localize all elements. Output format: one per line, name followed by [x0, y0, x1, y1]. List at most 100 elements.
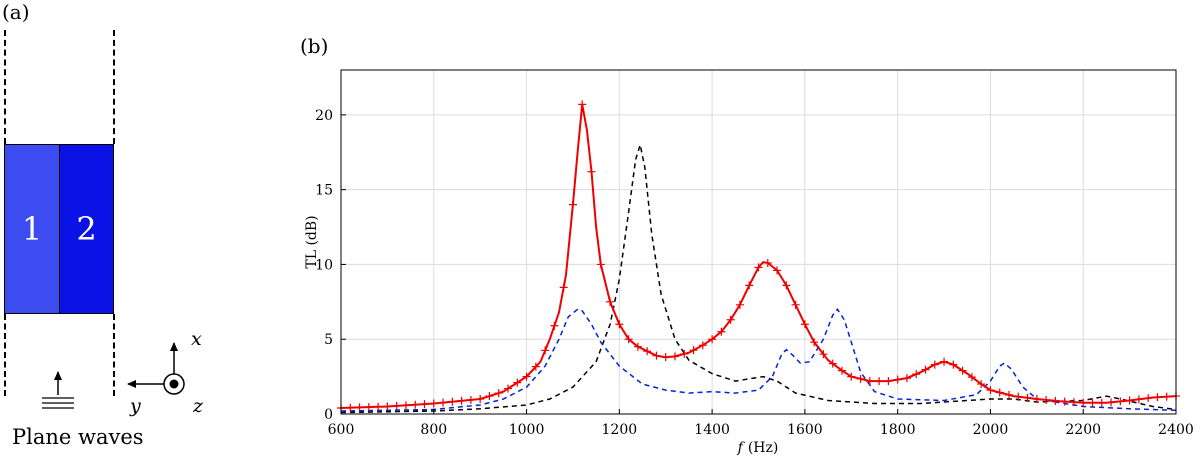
x-axis-title: f (Hz)	[737, 440, 779, 456]
plus-marker	[587, 167, 596, 176]
plus-marker	[680, 349, 689, 358]
x-tick-label: 1600	[787, 422, 823, 438]
plus-marker	[819, 350, 828, 359]
plus-marker	[726, 315, 735, 324]
panel-a-label: (a)	[2, 0, 30, 24]
plus-marker	[977, 380, 986, 389]
x-tick-label: 2400	[1158, 422, 1194, 438]
series-line-1	[340, 308, 1177, 412]
plus-marker	[513, 378, 522, 387]
plus-marker	[633, 342, 642, 351]
chart-ticks: 600 800 1000 1200 1400 1600 1800 2000 2200 2400 0 5…	[315, 108, 1194, 438]
plus-marker	[875, 377, 884, 386]
plus-marker	[1097, 398, 1106, 407]
plus-marker	[568, 200, 577, 209]
plus-marker	[949, 360, 958, 369]
plus-marker	[615, 320, 624, 329]
plus-marker	[838, 366, 846, 375]
plus-marker	[346, 403, 355, 412]
plus-marker	[791, 300, 800, 309]
plus-marker	[912, 370, 921, 379]
plus-marker	[420, 400, 429, 409]
coordinate-axes-icon	[127, 342, 185, 395]
plus-marker	[773, 266, 782, 275]
plus-marker	[485, 392, 494, 401]
plus-marker	[1134, 395, 1143, 404]
series-markers-0	[337, 100, 1180, 413]
plus-marker	[800, 320, 809, 329]
y-tick-label: 10	[315, 257, 333, 273]
plus-marker	[429, 399, 438, 408]
x-tick-label: 1800	[880, 422, 916, 438]
chart-grid	[341, 70, 1176, 414]
plus-marker	[596, 260, 605, 269]
plus-marker	[531, 362, 540, 371]
plus-marker	[624, 335, 633, 344]
plus-marker	[439, 398, 448, 407]
layer-1-label: 1	[21, 210, 43, 248]
x-tick-label: 600	[328, 422, 355, 438]
layer-2: 2	[59, 144, 114, 314]
plus-marker	[383, 402, 392, 411]
plus-marker	[541, 346, 550, 355]
plus-marker	[476, 395, 485, 404]
plus-marker	[355, 403, 364, 412]
plus-marker	[466, 395, 475, 404]
x-axis-title-unit: (Hz)	[748, 440, 779, 456]
plus-marker	[1051, 396, 1060, 405]
plus-marker	[1116, 397, 1125, 406]
plus-marker	[1023, 393, 1032, 402]
plus-marker	[1014, 392, 1023, 401]
plus-marker	[671, 352, 679, 361]
plus-marker	[708, 335, 717, 344]
x-axis-title-var: f	[737, 440, 746, 456]
plus-marker	[902, 374, 911, 383]
plus-marker	[559, 283, 568, 292]
series-line-0	[340, 104, 1177, 409]
x-tick-label: 2200	[1065, 422, 1101, 438]
plus-marker	[1060, 397, 1069, 406]
plus-marker	[522, 372, 531, 381]
plus-marker	[550, 321, 559, 330]
x-axis-label: x	[191, 328, 202, 350]
plus-marker	[810, 338, 819, 347]
plus-marker	[717, 327, 726, 336]
plus-marker	[652, 351, 661, 360]
plus-marker	[374, 402, 383, 411]
plus-marker	[847, 372, 856, 381]
plus-marker	[661, 353, 670, 362]
plus-marker	[884, 377, 893, 386]
plus-marker	[401, 401, 410, 410]
plus-marker	[763, 258, 772, 267]
plus-marker	[494, 389, 503, 398]
right-boundary-upper	[113, 30, 115, 144]
plus-marker	[689, 346, 698, 355]
left-boundary-lower	[4, 314, 6, 396]
plus-marker	[967, 373, 976, 382]
plus-marker	[856, 374, 865, 383]
y-tick-label: 20	[315, 108, 333, 124]
plus-marker	[364, 403, 373, 412]
plus-marker	[1125, 396, 1134, 405]
plus-marker	[921, 365, 930, 374]
y-tick-label: 15	[315, 183, 333, 199]
plus-marker	[735, 300, 744, 309]
plus-marker	[986, 386, 995, 395]
plus-marker	[1032, 395, 1041, 404]
plus-marker	[698, 341, 707, 350]
layer-1: 1	[4, 144, 60, 314]
plus-marker	[392, 401, 401, 410]
plane-wave-icon	[42, 371, 74, 409]
plus-marker	[1042, 395, 1051, 404]
y-tick-label: 0	[324, 407, 333, 423]
plus-marker	[1144, 394, 1153, 403]
plus-marker	[1162, 392, 1171, 401]
y-axis-title: TL (dB)	[304, 215, 320, 268]
x-tick-label: 1400	[694, 422, 730, 438]
plot-frame	[340, 69, 1177, 415]
plus-marker	[865, 377, 874, 386]
plus-marker	[1107, 398, 1116, 407]
plus-marker	[828, 359, 837, 368]
plus-marker	[893, 375, 902, 384]
